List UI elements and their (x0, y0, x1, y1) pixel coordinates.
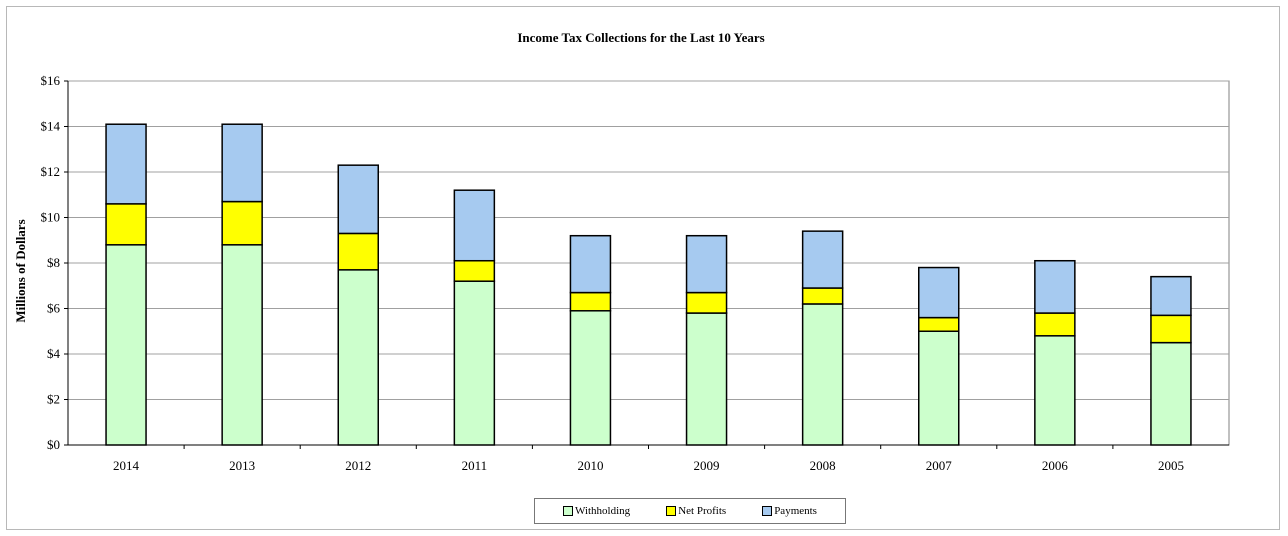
bar-withholding-2008 (801, 303, 844, 446)
y-tick-labels: $0 $2 $4 $6 $8 $10 $12 $14 $16 (41, 73, 68, 452)
x-tick-label: 2009 (694, 458, 720, 473)
bar-withholding-2011 (453, 280, 496, 446)
x-tick-labels: 2014 2013 2012 2011 2010 2009 2008 2007 2006 2005 (113, 445, 1184, 473)
bar-withholding-2013 (221, 244, 263, 446)
legend-label: Withholding (575, 505, 631, 517)
bar-payments-2005 (1150, 275, 1192, 317)
legend-item-payments: Payments (762, 505, 817, 517)
bar-payments-2012 (337, 164, 379, 235)
y-tick-label: $6 (47, 301, 61, 316)
chart-title: Income Tax Collections for the Last 10 Y… (517, 30, 764, 45)
bar-net-profits-2006 (1034, 312, 1076, 337)
legend-swatch (762, 506, 773, 516)
bar-payments-2009 (685, 234, 728, 294)
bar-payments-2013 (221, 123, 263, 203)
y-tick-label: $12 (41, 164, 61, 179)
legend-swatch (666, 506, 677, 516)
bar-withholding-2014 (105, 244, 147, 446)
y-tick-label: $2 (47, 392, 60, 407)
bar-net-profits-2010 (569, 291, 612, 312)
bar-payments-2010 (569, 234, 612, 294)
x-tick-label: 2012 (345, 458, 371, 473)
x-tick-label: 2006 (1042, 458, 1069, 473)
bar-net-profits-2013 (221, 200, 263, 246)
bar-withholding-2012 (337, 269, 379, 446)
bar-net-profits-2011 (453, 259, 496, 282)
x-tick-label: 2007 (926, 458, 953, 473)
x-tick-label: 2005 (1158, 458, 1184, 473)
bar-payments-2011 (453, 189, 496, 262)
bar-payments-2014 (105, 123, 147, 205)
bar-payments-2006 (1034, 259, 1076, 314)
x-tick-label: 2010 (577, 458, 603, 473)
bar-withholding-2007 (918, 330, 960, 446)
y-tick-label: $16 (41, 73, 61, 88)
bar-withholding-2006 (1034, 335, 1076, 446)
bar-withholding-2010 (569, 310, 612, 446)
bar-payments-2007 (918, 266, 960, 319)
bar-net-profits-2009 (685, 291, 728, 314)
bar-withholding-2005 (1150, 341, 1192, 446)
y-axis-label: Millions of Dollars (13, 219, 28, 322)
bar-net-profits-2012 (337, 232, 379, 271)
legend: Withholding Net Profits Payments (534, 498, 846, 524)
bar-net-profits-2005 (1150, 314, 1192, 344)
x-tick-label: 2011 (462, 458, 488, 473)
y-tick-label: $14 (41, 119, 61, 134)
bar-net-profits-2008 (801, 287, 844, 305)
y-tick-label: $10 (41, 210, 61, 225)
bar-withholding-2009 (685, 312, 728, 446)
y-tick-label: $0 (47, 437, 60, 452)
x-tick-label: 2013 (229, 458, 255, 473)
bar-net-profits-2014 (105, 203, 147, 246)
y-tick-label: $4 (47, 346, 61, 361)
legend-item-withholding: Withholding (563, 505, 630, 517)
x-tick-label: 2008 (810, 458, 836, 473)
bar-payments-2008 (801, 230, 844, 289)
x-tick-label: 2014 (113, 458, 140, 473)
legend-label: Payments (774, 505, 817, 517)
legend-label: Net Profits (678, 505, 727, 517)
legend-swatch (563, 506, 573, 516)
y-tick-label: $8 (47, 255, 60, 270)
legend-item-net-profits: Net Profits (666, 505, 726, 517)
bar-net-profits-2007 (918, 316, 960, 333)
bars (105, 123, 1192, 446)
